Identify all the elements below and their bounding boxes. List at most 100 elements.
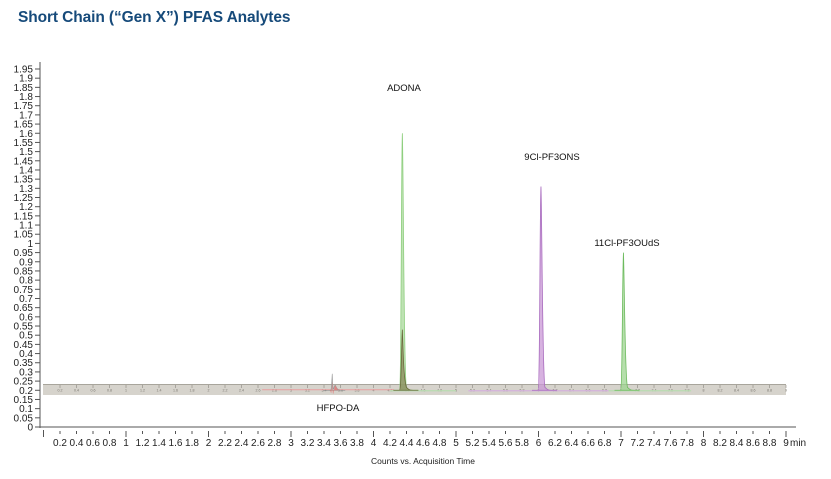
peak-label-9cl-pf3ons: 9Cl-PF3ONS	[524, 152, 579, 163]
y-tick-label: 1.2	[19, 202, 33, 213]
inset-tick-label: 9	[785, 389, 787, 393]
inset-tick-label: 0.4	[74, 389, 79, 393]
y-tick-label: 0.9	[19, 257, 33, 268]
inset-tick-label: 4	[373, 389, 375, 393]
peak-9cl-pf3ons	[531, 186, 557, 391]
x-tick-label: 7.4	[647, 438, 661, 449]
chart-title: Short Chain (“Gen X”) PFAS Analytes	[18, 9, 291, 26]
inset-axis-band	[43, 384, 786, 395]
y-tick-label: 1.55	[14, 138, 34, 149]
x-tick-label: 3.2	[301, 438, 315, 449]
y-tick-label: 1.45	[14, 156, 34, 167]
x-tick-label: 2.4	[235, 438, 249, 449]
inset-tick-label: 1.2	[140, 389, 145, 393]
inset-tick-label: 3.2	[305, 389, 310, 393]
y-tick-label: 0.25	[14, 377, 34, 388]
x-tick-label: 2.2	[218, 438, 232, 449]
x-unit-label: min	[790, 438, 806, 449]
peak-label-adona: ADONA	[387, 83, 421, 94]
inset-tick-label: 8.8	[767, 389, 772, 393]
y-tick-label: 1.35	[14, 175, 34, 186]
inset-tick-label: 3	[290, 389, 292, 393]
x-tick-label: 4.2	[383, 438, 397, 449]
inset-tick-label: 1	[125, 389, 127, 393]
inset-tick-label: 2	[208, 389, 210, 393]
inset-tick-label: 0.2	[58, 389, 63, 393]
inset-tick-label: 2.8	[272, 389, 277, 393]
x-tick-label: 1.4	[152, 438, 166, 449]
y-tick-label: 0.75	[14, 285, 34, 296]
x-tick-label: 4.8	[433, 438, 447, 449]
y-tick-label: 1.4	[19, 165, 33, 176]
x-tick-label: 1	[123, 438, 129, 449]
y-tick-label: 0.7	[19, 294, 33, 305]
x-tick-label: 3.6	[334, 438, 348, 449]
inset-tick-label: 2.2	[223, 389, 228, 393]
x-tick-label: 2.8	[268, 438, 282, 449]
y-tick-label: 0.2	[19, 386, 33, 397]
y-tick-label: 0.05	[14, 413, 34, 424]
x-tick-label: 4.4	[400, 438, 414, 449]
y-tick-label: 1.95	[14, 65, 34, 76]
x-tick-label: 8	[701, 438, 707, 449]
inset-tick-label: 8.4	[734, 389, 739, 393]
y-tick-label: 0.95	[14, 248, 34, 259]
x-tick-label: 6.2	[548, 438, 562, 449]
x-tick-label: 8.4	[730, 438, 744, 449]
x-tick-label: 7.6	[664, 438, 678, 449]
y-tick-label: 1.6	[19, 129, 33, 140]
x-tick-label: 5.6	[499, 438, 513, 449]
x-tick-label: 0.8	[103, 438, 117, 449]
x-tick-label: 6	[536, 438, 542, 449]
inset-tick-label: 0.6	[91, 389, 96, 393]
x-tick-label: 4	[371, 438, 377, 449]
y-tick-label: 0.65	[14, 303, 34, 314]
x-tick-label: 8.8	[763, 438, 777, 449]
inset-tick-label: 8	[703, 389, 705, 393]
y-tick-label: 0.45	[14, 340, 34, 351]
y-tick-label: 1.05	[14, 230, 34, 241]
x-tick-label: 5.8	[515, 438, 529, 449]
inset-tick-label: 1.8	[190, 389, 195, 393]
y-tick-label: 1.15	[14, 211, 34, 222]
x-tick-label: 5.4	[482, 438, 496, 449]
peak-label-11cl-pf3ouds: 11Cl-PF3OUdS	[594, 238, 659, 249]
x-tick-label: 3.4	[317, 438, 331, 449]
inset-tick-label: 1.4	[157, 389, 162, 393]
y-tick-label: 1.1	[19, 221, 33, 232]
y-tick-label: 1.25	[14, 193, 34, 204]
y-tick-label: 1.5	[19, 147, 33, 158]
x-tick-label: 1.2	[136, 438, 150, 449]
x-tick-label: 5	[453, 438, 459, 449]
y-tick-label: 0.1	[19, 404, 33, 415]
y-tick-label: 1.75	[14, 101, 34, 112]
x-tick-label: 0.4	[70, 438, 84, 449]
x-tick-label: 2.6	[251, 438, 265, 449]
peak-label-hfpo-da: HFPO-DA	[317, 403, 360, 414]
y-tick-label: 1.9	[19, 74, 33, 85]
x-tick-label: 3	[288, 438, 294, 449]
x-tick-label: 2	[206, 438, 212, 449]
x-tick-label: 0.6	[86, 438, 100, 449]
x-tick-label: 0.2	[53, 438, 67, 449]
y-tick-label: 1.65	[14, 120, 34, 131]
inset-tick-label: 2.4	[239, 389, 244, 393]
y-tick-label: 1.7	[19, 110, 33, 121]
x-tick-label: 3.8	[350, 438, 364, 449]
inset-tick-label: 8.6	[751, 389, 756, 393]
x-tick-label: 7.2	[631, 438, 645, 449]
inset-tick-label: 8.2	[718, 389, 723, 393]
y-tick-label: 0	[27, 423, 33, 434]
x-tick-label: 7.8	[680, 438, 694, 449]
x-tick-label: 6.4	[565, 438, 579, 449]
x-tick-label: 5.2	[466, 438, 480, 449]
y-tick-label: 0.15	[14, 395, 34, 406]
inset-tick-label: 0.8	[107, 389, 112, 393]
y-tick-label: 0.85	[14, 266, 34, 277]
y-tick-label: 1.8	[19, 92, 33, 103]
peak-adona	[393, 133, 419, 391]
y-tick-label: 0.5	[19, 331, 33, 342]
x-tick-label: 7	[618, 438, 624, 449]
y-tick-label: 0.6	[19, 312, 33, 323]
